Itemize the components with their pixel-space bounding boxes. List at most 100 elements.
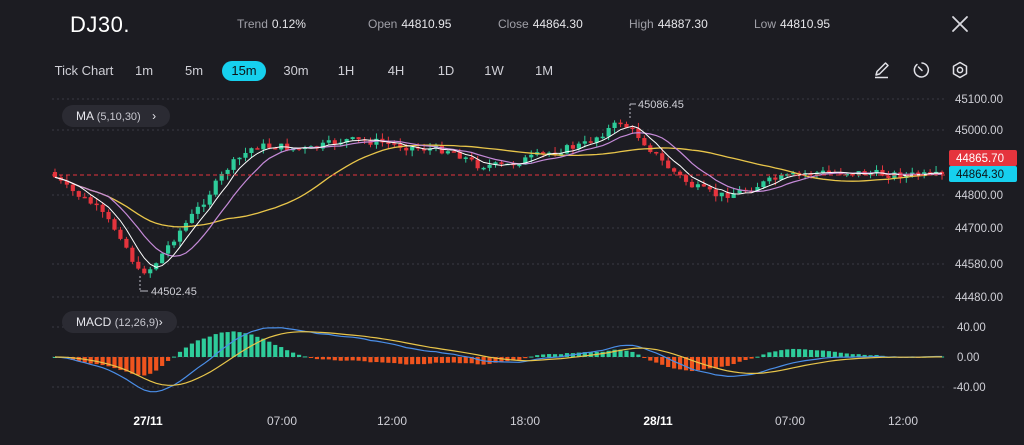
macd-histogram <box>52 331 945 376</box>
macd-hist-bar <box>439 357 445 364</box>
candle-body <box>410 147 415 151</box>
close-label: Close <box>498 17 529 31</box>
macd-hist-bar <box>350 357 355 361</box>
macd-hist-bar <box>642 357 647 358</box>
candle-body <box>273 147 278 150</box>
macd-hist-bar <box>70 357 75 360</box>
macd-hist-bar <box>838 352 843 357</box>
candle-body <box>612 122 617 129</box>
candle-body <box>451 151 456 153</box>
candle-body <box>243 152 248 158</box>
tf-1h[interactable]: 1H <box>337 63 355 78</box>
macd-hist-bar <box>552 354 558 357</box>
macd-hist-bar <box>154 357 159 371</box>
macd-hist-bar <box>326 357 331 360</box>
macd-hist-bar <box>547 354 552 357</box>
macd-hist-bar <box>136 357 141 376</box>
settings-icon[interactable] <box>949 59 971 81</box>
macd-hist-bar <box>416 357 421 365</box>
macd-hist-bar <box>124 357 129 372</box>
candle-body <box>267 143 272 148</box>
candle-body <box>791 172 796 175</box>
ma-indicator-pill[interactable]: MA (5,10,30) › <box>62 105 171 127</box>
macd-hist-bar <box>195 340 200 357</box>
macd-hist-bar <box>112 357 117 369</box>
candle-body <box>689 181 695 188</box>
chevron-right-icon: › <box>152 109 157 123</box>
macd-params: (12,26,9) <box>114 317 159 329</box>
tf-4h[interactable]: 4H <box>387 63 405 78</box>
tf-1d[interactable]: 1D <box>437 63 455 78</box>
macd-hist-bar <box>743 357 748 361</box>
macd-hist-bar <box>761 354 766 357</box>
candle-body <box>392 143 397 145</box>
candle-body <box>695 184 701 188</box>
macd-hist-bar <box>666 357 671 368</box>
macd-hist-bar <box>201 338 206 357</box>
time-label: 27/11 <box>133 414 163 428</box>
candle-body <box>630 127 635 130</box>
candle-body <box>767 177 772 182</box>
candle-body <box>166 245 171 254</box>
candle-body <box>350 137 355 140</box>
macd-hist-bar <box>338 357 343 361</box>
macd-hist-bar <box>558 354 564 357</box>
macd-hist-bar <box>469 357 474 364</box>
candle-body <box>457 151 462 159</box>
macd-hist-bar <box>237 332 242 357</box>
low-stat: Low 44810.95 <box>754 17 830 31</box>
macd-hist-bar <box>814 350 820 357</box>
tf-1m[interactable]: 1m <box>134 63 154 78</box>
tf-1w[interactable]: 1W <box>484 63 504 78</box>
macd-hist-bar <box>100 357 105 366</box>
candle-body <box>70 184 75 192</box>
macd-axis: 40.00 0.00 -40.00 <box>953 322 986 394</box>
macd-hist-bar <box>267 341 272 357</box>
candle-body <box>225 169 230 174</box>
macd-hist-bar <box>677 357 683 370</box>
macd-hist-bar <box>749 357 754 359</box>
close-icon[interactable] <box>948 12 972 36</box>
macd-hist-bar <box>368 357 373 363</box>
macd-indicator-pill[interactable]: MACD (12,26,9)› <box>62 311 177 333</box>
timer-icon[interactable] <box>911 59 933 81</box>
macd-hist-bar <box>213 334 218 357</box>
macd-hist-bar <box>183 347 189 357</box>
candle-body <box>868 173 873 175</box>
candle-body <box>160 253 165 264</box>
candle-body <box>88 197 93 204</box>
macd-hist-bar <box>755 356 760 358</box>
tf-30m[interactable]: 30m <box>283 63 309 78</box>
macd-hist-bar <box>487 357 492 364</box>
candle-body <box>713 189 718 197</box>
pencil-icon[interactable] <box>871 59 893 81</box>
price-tick: 45000.00 <box>955 125 1003 137</box>
candle-body <box>719 192 724 197</box>
tick-chart-button[interactable]: Tick Chart <box>54 63 114 78</box>
ma-params: (5,10,30) <box>96 111 141 123</box>
candle-body <box>672 168 677 172</box>
candle-body <box>481 167 486 170</box>
candle-body <box>755 187 760 192</box>
macd-hist-bar <box>683 357 689 371</box>
price-tag-cyan-label: 44864.30 <box>956 169 1004 181</box>
candle-body <box>523 157 528 165</box>
price-tick: 44700.00 <box>955 223 1003 235</box>
macd-hist-bar <box>576 352 581 357</box>
tf-5m[interactable]: 5m <box>184 63 204 78</box>
candle-body <box>939 171 945 174</box>
candle-body <box>124 238 129 248</box>
macd-hist-bar <box>856 354 861 357</box>
tf-1month[interactable]: 1M <box>534 63 554 78</box>
macd-hist-bar <box>695 357 701 371</box>
candle-body <box>725 192 730 198</box>
candle-body <box>529 154 534 158</box>
candle-body <box>886 175 891 179</box>
ma-slow-line <box>54 144 943 228</box>
macd-hist-bar <box>731 357 736 365</box>
macd-hist-bar <box>160 357 165 366</box>
tf-15m[interactable]: 15m <box>222 61 266 81</box>
open-stat: Open 44810.95 <box>368 17 451 31</box>
macd-hist-bar <box>380 357 385 363</box>
